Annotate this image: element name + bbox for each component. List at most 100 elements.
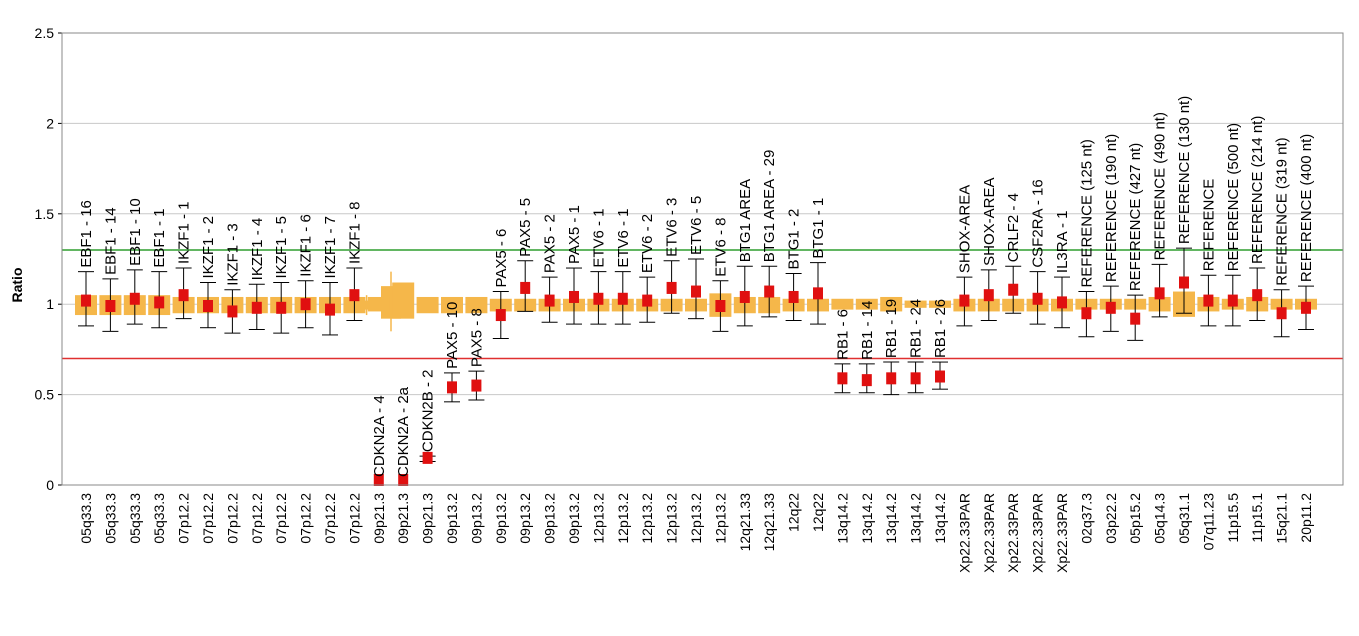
category-label: 07p12.2: [273, 493, 289, 544]
probe-label: EBF1 - 16: [78, 200, 95, 268]
probe-label: REFERENCE: [1200, 179, 1217, 272]
data-point: [959, 294, 970, 307]
probe-label: ETV6 - 3: [664, 198, 681, 257]
box: [367, 296, 390, 312]
category-label: 11p15.5: [1225, 493, 1241, 543]
probe-label: REFERENCE (319 nt): [1274, 137, 1291, 285]
probe-label: SHOX-AREA: [981, 177, 998, 265]
y-tick-label: 1: [46, 296, 54, 312]
data-point: [81, 294, 91, 307]
probe-label: PAX5 - 5: [517, 198, 534, 257]
probe-label: ETV6 - 8: [712, 218, 729, 277]
category-label: 09p21.3: [395, 493, 411, 544]
data-point: [764, 285, 775, 298]
probe-label: ETV6 - 1: [590, 208, 607, 267]
data-point: [910, 372, 921, 385]
y-tick-label: 2.5: [35, 25, 55, 41]
data-point: [691, 285, 701, 298]
category-label: Xp22.33PAR: [956, 493, 972, 573]
probe-label: REFERENCE (125 nt): [1078, 139, 1095, 287]
category-label: 07p12.2: [200, 493, 216, 544]
data-point: [1081, 307, 1092, 320]
data-point: [1203, 294, 1214, 307]
category-label: 12q22: [810, 493, 826, 532]
data-point: [1276, 307, 1287, 320]
probe-label: REFERENCE (500 nt): [1225, 123, 1242, 271]
probe-label: BTG1 - 1: [810, 198, 827, 259]
data-point: [129, 292, 140, 305]
category-label: 12p13.2: [688, 493, 704, 544]
y-tick-label: 1.5: [35, 206, 55, 222]
category-label: 12q21.33: [761, 493, 777, 552]
data-point: [1130, 312, 1141, 325]
data-point: [1252, 289, 1263, 302]
category-label: Xp22.33PAR: [1054, 493, 1070, 573]
probe-label: BTG1 - 2: [786, 209, 803, 270]
category-label: 07p12.2: [322, 493, 338, 544]
y-axis-label: Ratio: [9, 268, 25, 303]
data-point: [447, 381, 457, 394]
category-label: 12p13.2: [615, 493, 631, 544]
probe-label: PAX5 - 1: [566, 205, 583, 264]
data-point: [935, 370, 945, 383]
category-label: 05q33.3: [78, 493, 94, 544]
data-point: [813, 287, 823, 300]
box: [831, 298, 854, 310]
data-point: [325, 303, 335, 316]
y-tick-label: 0.5: [35, 387, 55, 403]
y-tick-label: 2: [46, 115, 54, 131]
probe-label: ETV6 - 1: [615, 208, 632, 267]
probe-label: PAX5 - 8: [468, 308, 485, 367]
category-label: 09p13.2: [468, 493, 484, 544]
probe-label: REFERENCE (190 nt): [1103, 134, 1120, 282]
category-label: 07p12.2: [298, 493, 314, 544]
probe-label: EBF1 - 10: [127, 198, 144, 266]
probe-label: CSF2RA - 16: [1030, 179, 1047, 267]
category-label: 05q33.3: [102, 493, 118, 544]
category-label: 12p13.2: [590, 493, 606, 544]
data-point: [178, 289, 189, 302]
category-label: 05p15.2: [1127, 493, 1143, 544]
category-label: 13q14.2: [883, 493, 899, 544]
probe-label: RB1 - 19: [883, 299, 900, 358]
category-label: 05q33.3: [127, 493, 143, 544]
category-label: 12q22: [786, 493, 802, 532]
data-point: [1057, 296, 1067, 309]
data-point: [1008, 283, 1019, 296]
data-point: [251, 301, 262, 314]
data-point: [422, 451, 433, 464]
probe-label: CDKN2B - 2: [420, 370, 437, 453]
category-label: 12p13.2: [712, 493, 728, 544]
data-point: [373, 474, 384, 486]
box: [356, 300, 377, 310]
category-labels: 05q33.3 05q33.3 05q33.3 05q33.3 07p12.2 07p12…: [78, 493, 1314, 573]
data-point: [983, 289, 994, 302]
box: [416, 296, 439, 314]
category-label: 05q33.3: [151, 493, 167, 544]
probe-label: RB1 - 6: [834, 309, 851, 360]
category-label: 09p13.2: [444, 493, 460, 544]
data-point: [1032, 292, 1043, 305]
category-label: 13q14.2: [834, 493, 850, 544]
probe-label: BTG1 AREA: [737, 179, 754, 262]
data-point: [520, 281, 531, 294]
data-point: [788, 290, 799, 303]
data-point: [593, 292, 604, 305]
probe-label: RB1 - 24: [908, 299, 925, 358]
data-point: [739, 290, 750, 303]
probe-label: PAX5 - 2: [542, 214, 559, 273]
category-label: 12p13.2: [639, 493, 655, 544]
data-point: [617, 292, 628, 305]
probe-label: IKZF1 - 2: [200, 216, 217, 279]
data-marks: [75, 247, 1317, 486]
category-label: Xp22.33PAR: [981, 493, 997, 573]
box: [465, 296, 488, 314]
data-point: [495, 309, 506, 322]
data-point: [398, 474, 409, 486]
box: [855, 298, 878, 310]
category-label: 05q14.3: [1152, 493, 1168, 544]
category-label: Xp22.33PAR: [1030, 493, 1046, 573]
probe-label: ETV6 - 5: [688, 196, 705, 255]
category-label: Xp22.33PAR: [1005, 493, 1021, 573]
probe-label: IKZF1 - 1: [176, 202, 193, 265]
